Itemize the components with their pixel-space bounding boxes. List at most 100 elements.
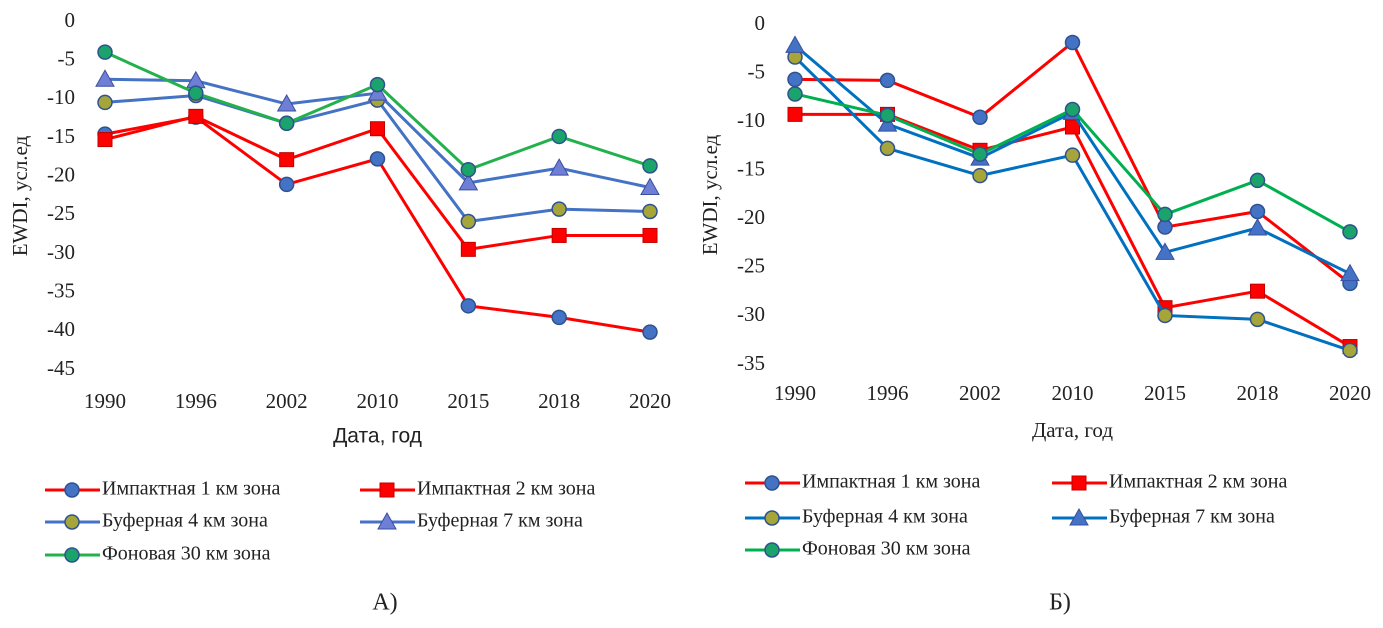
marker <box>764 542 780 558</box>
marker <box>764 475 780 491</box>
marker <box>1065 119 1080 135</box>
marker <box>551 128 567 145</box>
x-axis-title: Дата, год <box>1032 418 1113 442</box>
marker <box>97 44 113 60</box>
marker <box>1157 206 1173 223</box>
marker <box>377 511 397 530</box>
x-tick-label: 2020 <box>629 389 671 413</box>
y-tick-label: -40 <box>47 317 75 341</box>
legend-label: Импактная 1 км зона <box>102 478 281 500</box>
x-tick-label: 2020 <box>1329 381 1371 405</box>
x-tick-label: 1996 <box>175 389 217 413</box>
marker <box>188 85 204 101</box>
x-tick-label: 2018 <box>538 389 580 413</box>
y-tick-label: -10 <box>47 85 75 109</box>
marker <box>1340 263 1360 282</box>
x-tick-label: 2010 <box>1052 381 1094 405</box>
marker <box>1064 34 1081 51</box>
marker <box>379 482 395 498</box>
y-tick-label: -10 <box>737 108 765 132</box>
marker <box>764 510 780 526</box>
marker <box>1064 147 1081 163</box>
x-tick-label: 1990 <box>774 381 816 405</box>
marker <box>458 172 479 191</box>
marker <box>1249 311 1266 328</box>
caption: Б) <box>1049 590 1071 616</box>
marker <box>787 106 803 122</box>
x-tick-label: 1990 <box>84 389 126 413</box>
y-tick-label: -30 <box>47 240 75 264</box>
marker <box>97 94 113 111</box>
marker <box>188 108 204 124</box>
marker <box>278 176 295 193</box>
legend-label: Импактная 2 км зона <box>417 478 596 500</box>
marker <box>1342 224 1358 240</box>
y-tick-label: -35 <box>47 278 75 302</box>
marker <box>64 514 80 530</box>
marker <box>1247 218 1268 236</box>
x-axis-title: Дата, год <box>333 425 422 448</box>
marker <box>1157 307 1173 324</box>
legend-label: Буферная 4 км зона <box>802 506 968 528</box>
caption: А) <box>372 590 397 616</box>
marker <box>785 35 805 53</box>
y-tick-label: -35 <box>737 351 765 375</box>
y-tick-label: -30 <box>737 302 765 326</box>
y-axis-title: EWDI, усл.ед <box>698 134 722 255</box>
marker <box>460 161 477 178</box>
marker <box>551 227 567 243</box>
x-tick-label: 1996 <box>867 381 909 405</box>
marker <box>642 227 658 243</box>
marker <box>642 324 658 340</box>
y-axis-title: EWDI, усл.ед <box>8 135 32 256</box>
y-tick-label: -25 <box>737 254 765 278</box>
marker <box>551 201 567 217</box>
series-line <box>794 40 1351 285</box>
marker <box>460 241 476 257</box>
marker <box>95 69 115 87</box>
x-tick-label: 2015 <box>447 389 489 413</box>
marker <box>972 109 988 126</box>
y-tick-label: -5 <box>748 59 766 83</box>
marker <box>551 309 567 326</box>
marker <box>279 152 295 168</box>
marker <box>1069 507 1089 526</box>
marker <box>369 76 386 93</box>
marker <box>1250 283 1265 299</box>
marker <box>1342 342 1358 359</box>
marker <box>278 115 295 132</box>
y-tick-label: 0 <box>65 8 76 32</box>
marker <box>640 177 660 195</box>
y-tick-label: -5 <box>58 46 76 70</box>
marker <box>787 71 803 88</box>
y-tick-label: -15 <box>47 124 75 148</box>
legend-label: Фоновая 30 км зона <box>802 538 971 560</box>
y-tick-label: -20 <box>737 205 765 229</box>
series-line <box>104 114 650 251</box>
marker <box>1071 475 1087 491</box>
marker <box>879 107 896 124</box>
marker <box>1155 242 1175 260</box>
y-tick-label: -20 <box>47 162 75 186</box>
y-tick-label: -25 <box>47 201 75 225</box>
legend-label: Фоновая 30 км зона <box>102 543 271 565</box>
marker <box>64 547 80 563</box>
legend-label: Буферная 4 км зона <box>102 510 268 532</box>
marker <box>460 213 477 230</box>
marker <box>972 167 988 184</box>
marker <box>879 72 896 89</box>
marker <box>460 298 477 314</box>
marker <box>642 158 658 174</box>
legend-label: Буферная 7 км зона <box>1109 506 1275 528</box>
marker <box>642 203 658 220</box>
marker <box>879 140 896 157</box>
legend-label: Импактная 1 км зона <box>802 471 981 493</box>
legend-label: Импактная 2 км зона <box>1109 471 1288 493</box>
marker <box>64 482 80 498</box>
x-tick-label: 2002 <box>266 389 308 413</box>
marker <box>1249 172 1266 189</box>
marker <box>1064 101 1081 118</box>
marker <box>1249 203 1266 220</box>
marker <box>97 132 113 148</box>
